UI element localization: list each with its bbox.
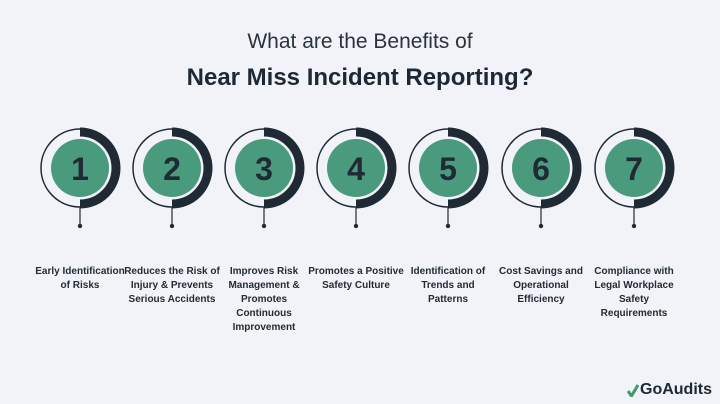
step-4: 4 xyxy=(308,125,404,231)
step-number: 2 xyxy=(163,151,181,187)
number-circle xyxy=(235,139,293,197)
step-label: Reduces the Risk of Injury & Prevents Se… xyxy=(124,266,220,305)
step-label: Early Identification of Risks xyxy=(35,266,125,291)
step-label: Compliance with Legal Workplace Safety R… xyxy=(594,266,674,319)
progress-arc xyxy=(540,127,582,209)
step-6: 6 xyxy=(493,125,589,231)
step-number: 6 xyxy=(532,151,550,187)
connector-dot xyxy=(538,223,544,229)
number-circle xyxy=(605,139,663,197)
title-line-1: What are the Benefits of xyxy=(247,30,473,53)
connector-dot xyxy=(169,223,175,229)
progress-arc xyxy=(633,127,675,209)
step-number: 5 xyxy=(439,151,457,187)
step-label: Cost Savings and Operational Efficiency xyxy=(499,266,583,305)
connector-dot xyxy=(445,223,451,229)
number-circle xyxy=(143,139,201,197)
step-2: 2 xyxy=(124,125,220,231)
number-circle xyxy=(51,139,109,197)
connector-dot xyxy=(261,223,267,229)
step-7: 7 xyxy=(586,125,682,231)
check-icon xyxy=(627,383,639,397)
step-label: Identification of Trends and Patterns xyxy=(410,266,486,305)
progress-arc xyxy=(447,127,489,209)
logo: GoAudits xyxy=(627,381,712,399)
progress-arc xyxy=(355,127,397,209)
progress-arc xyxy=(171,127,213,209)
step-3: 3 xyxy=(216,125,312,231)
step-number: 4 xyxy=(347,151,365,187)
step-label: Improves Risk Management & Promotes Cont… xyxy=(228,266,300,333)
logo-text: GoAudits xyxy=(640,381,712,398)
number-circle xyxy=(512,139,570,197)
step-5: 5 xyxy=(400,125,496,231)
progress-arc xyxy=(263,127,305,209)
step-number: 1 xyxy=(71,151,89,187)
connector-dot xyxy=(77,223,83,229)
step-number: 7 xyxy=(625,151,643,187)
number-circle xyxy=(419,139,477,197)
title-line-2: Near Miss Incident Reporting? xyxy=(186,64,534,91)
step-1: 1 xyxy=(32,125,128,231)
connector-dot xyxy=(631,223,637,229)
connector-dot xyxy=(353,223,359,229)
number-circle xyxy=(327,139,385,197)
step-number: 3 xyxy=(255,151,273,187)
step-label: Promotes a Positive Safety Culture xyxy=(308,266,404,291)
progress-arc xyxy=(79,127,121,209)
